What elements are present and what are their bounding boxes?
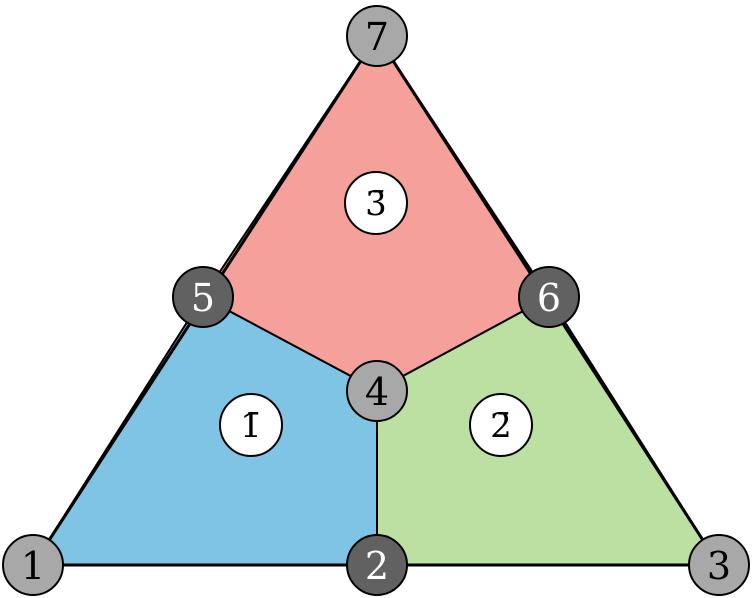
- node-7-label: 7: [365, 15, 389, 59]
- regions: [31, 34, 721, 566]
- node-3: 3: [688, 534, 750, 596]
- region-label-2: 2̄: [469, 393, 533, 457]
- node-6: 6: [518, 266, 580, 328]
- region-label-3: 3̄: [344, 171, 408, 235]
- node-1-label: 1: [21, 544, 45, 588]
- node-1: 1: [2, 534, 64, 596]
- region-label-1-text: 1̄: [240, 406, 262, 446]
- node-2-label: 2: [365, 544, 389, 588]
- region-label-1: 1̄: [219, 393, 283, 457]
- node-5-label: 5: [191, 276, 215, 320]
- node-3-label: 3: [707, 544, 731, 588]
- node-5: 5: [172, 266, 234, 328]
- node-4: 4: [346, 360, 408, 422]
- region-label-2-text: 2̄: [490, 406, 512, 446]
- node-2: 2: [346, 534, 408, 596]
- region-label-3-text: 3̄: [365, 184, 387, 224]
- node-4-label: 4: [365, 370, 389, 414]
- node-7: 7: [346, 5, 408, 67]
- node-6-label: 6: [537, 276, 561, 320]
